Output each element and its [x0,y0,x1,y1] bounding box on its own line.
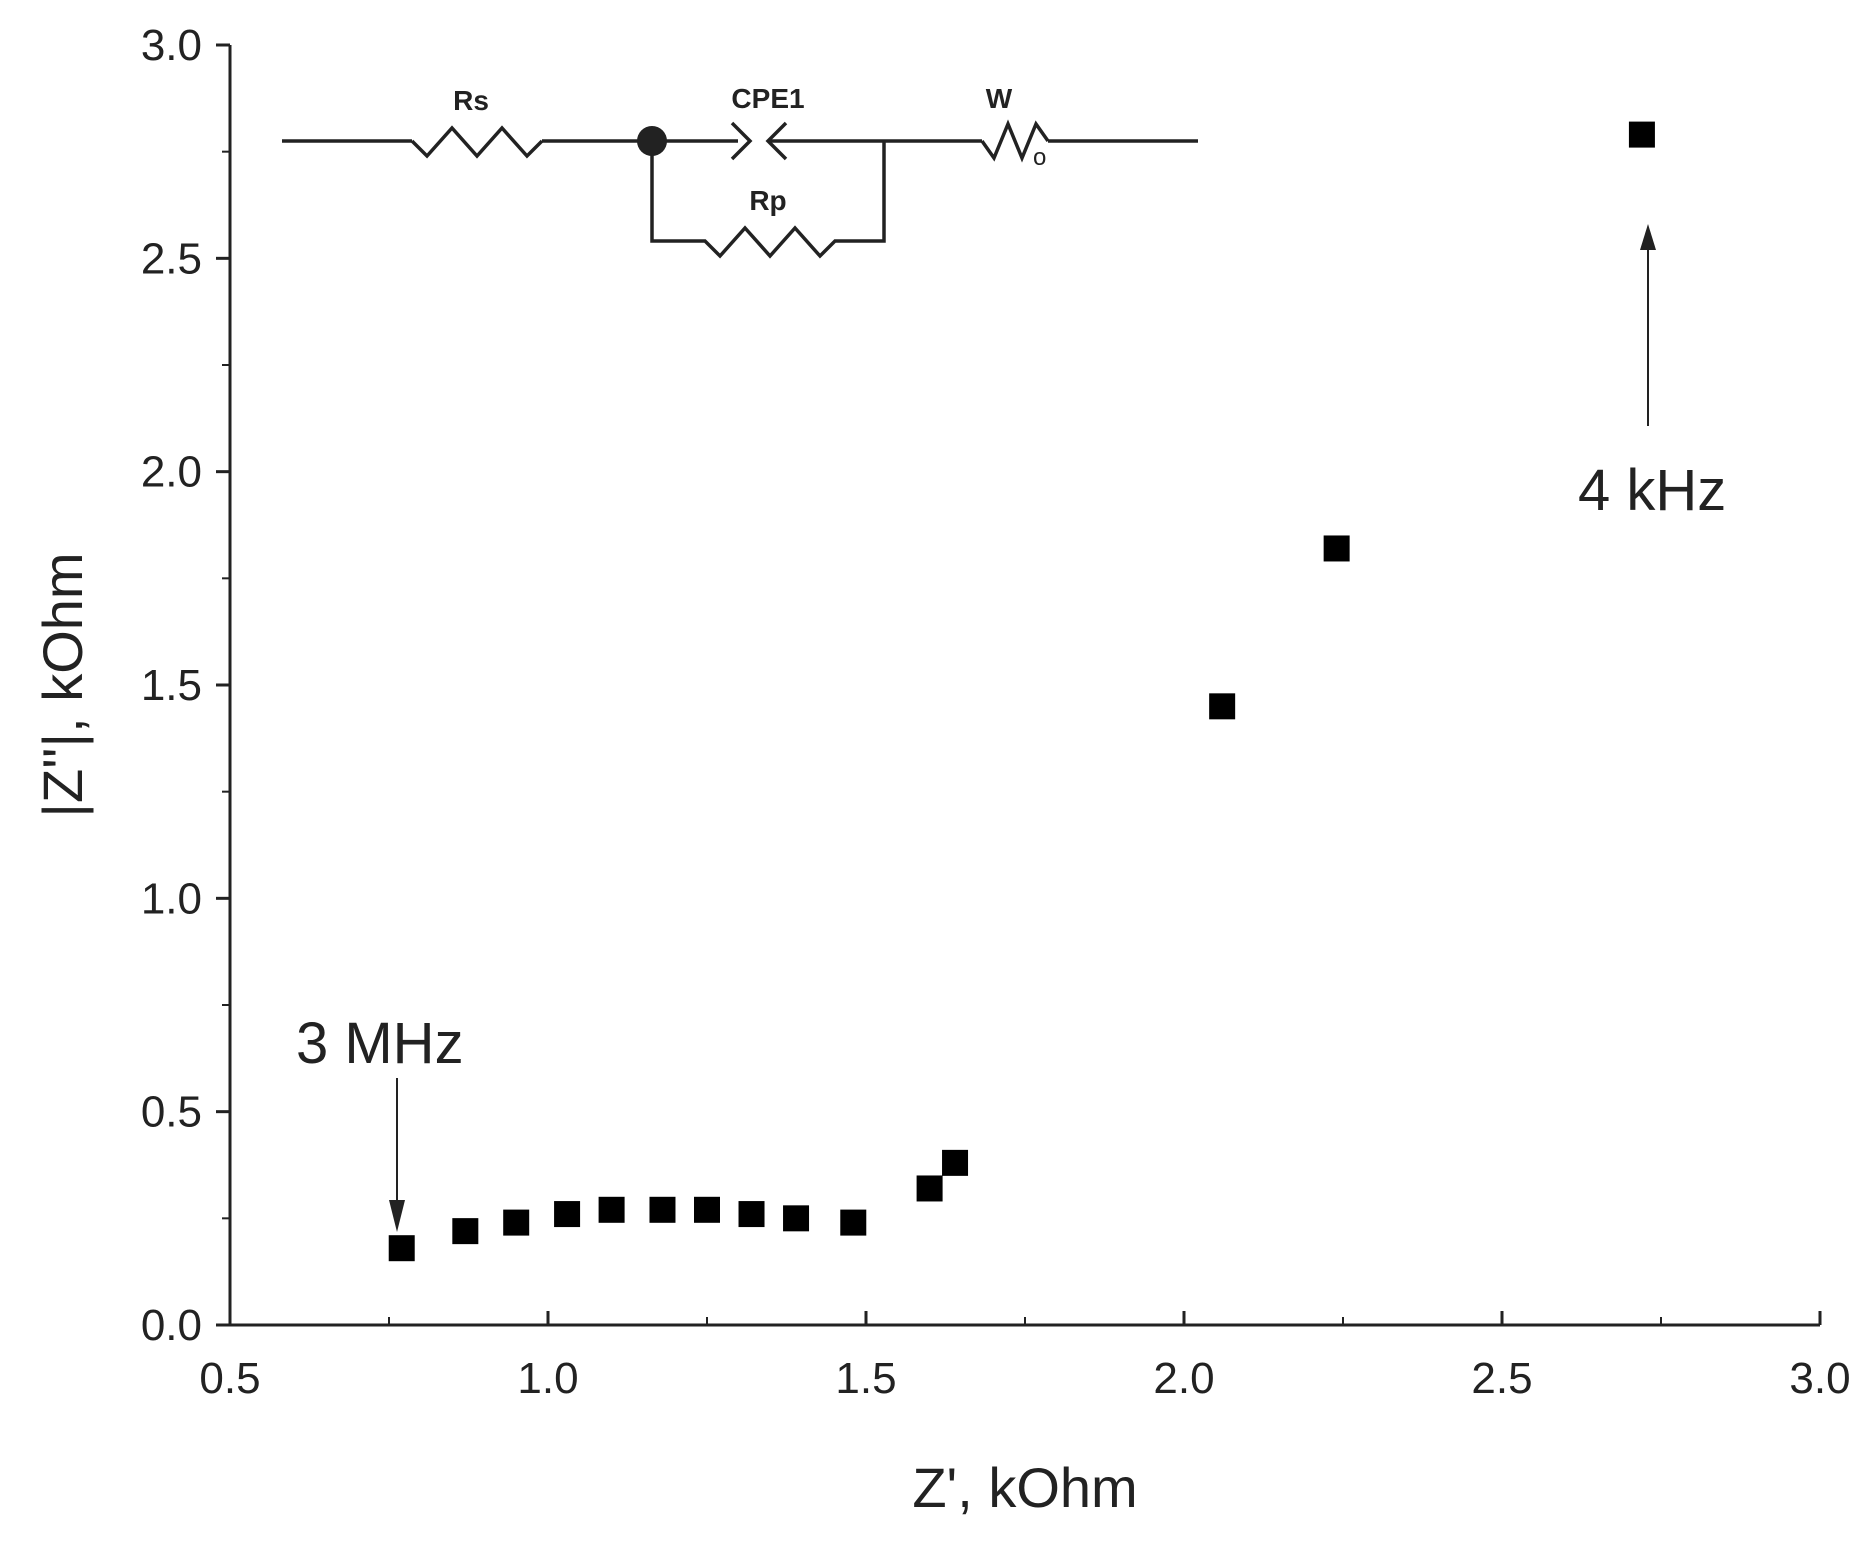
annotation-4khz-arrowhead [1640,224,1656,250]
y-tick-label: 2.5 [141,234,202,283]
data-point [694,1196,720,1223]
y-tick-label: 0.5 [141,1088,202,1137]
data-point [1323,535,1350,562]
label-w-subscript: o [1033,144,1046,171]
y-tick-label: 1.0 [141,874,202,923]
y-tick-label: 1.5 [141,661,202,710]
label-rp: Rp [749,185,786,216]
data-point [452,1218,479,1245]
axes [228,45,1820,1327]
x-tick-label: 1.5 [835,1354,896,1403]
annotation-3mhz: 3 MHz [296,1011,464,1232]
data-point [840,1209,867,1236]
circuit-parallel-branch [650,141,886,259]
y-tick-label: 3.0 [141,21,202,70]
data-point [388,1235,415,1262]
annotation-3mhz-label: 3 MHz [296,1011,464,1076]
x-tick-label: 3.0 [1789,1354,1850,1403]
y-tick-label: 0.0 [141,1301,202,1350]
x-tick-label: 2.0 [1153,1354,1214,1403]
data-point [649,1196,676,1223]
annotation-4khz-label: 4 kHz [1578,458,1726,523]
y-axis-label: |Z''|, kOhm [31,552,94,817]
data-markers [388,121,1655,1262]
data-point [738,1201,765,1228]
data-point [942,1149,969,1176]
data-point [783,1205,810,1232]
x-axis-label: Z', kOhm [912,1456,1137,1519]
x-tick-label: 1.0 [517,1354,578,1403]
x-tick-label: 0.5 [199,1354,260,1403]
data-point [1209,693,1236,720]
data-point [598,1196,625,1223]
y-tick-label: 2.0 [141,448,202,497]
annotation-3mhz-arrowhead [389,1200,405,1232]
tick-labels: 0.5 1.0 1.5 2.0 2.5 3.00.00.51.01.52.02.53.0 [141,21,1851,1403]
label-w: W [986,83,1013,114]
x-tick-label: 2.5 [1471,1354,1532,1403]
data-point [554,1201,581,1228]
equivalent-circuit-inset: Rs CPE1 W Rp o [282,83,1198,259]
warburg-w [980,119,1050,163]
data-point [916,1175,943,1202]
resistor-rs [410,125,544,159]
ticks [216,43,1822,1327]
label-rs: Rs [453,85,489,116]
annotation-4khz: 4 kHz [1578,224,1726,523]
label-cpe1: CPE1 [731,83,804,114]
data-point [1628,121,1655,148]
data-point [503,1209,530,1236]
